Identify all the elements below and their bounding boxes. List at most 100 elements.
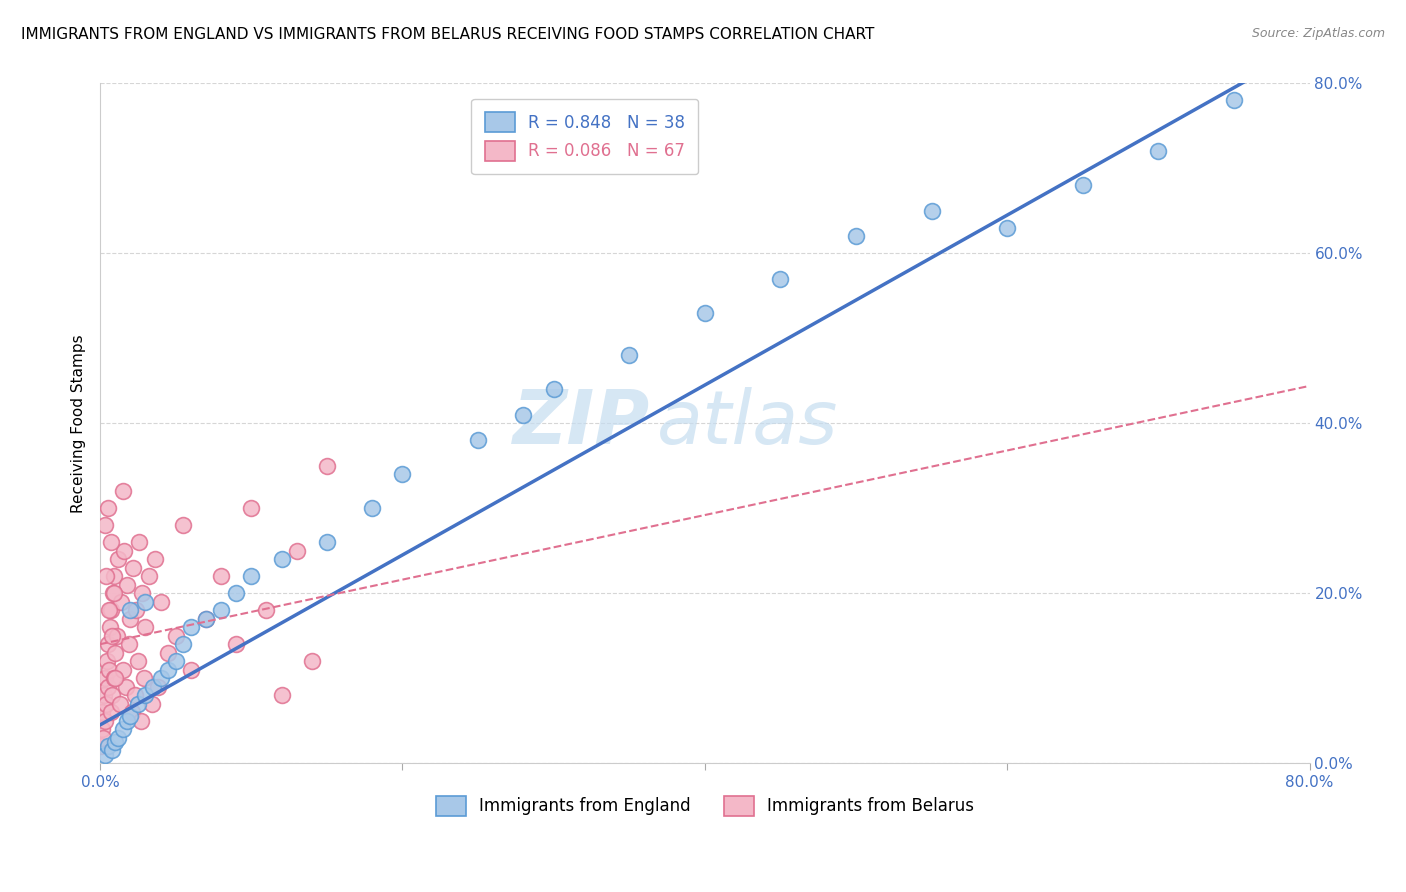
Point <box>132 671 155 685</box>
Point <box>97 637 120 651</box>
Point <box>101 629 124 643</box>
Point <box>96 569 118 583</box>
Point <box>110 595 132 609</box>
Point <box>98 620 121 634</box>
Point <box>100 535 122 549</box>
Point <box>225 637 247 651</box>
Point <box>93 518 115 533</box>
Point <box>111 722 134 736</box>
Point <box>157 663 180 677</box>
Point <box>91 705 114 719</box>
Point <box>143 552 166 566</box>
Point <box>512 408 534 422</box>
Point <box>921 203 943 218</box>
Point <box>165 629 187 643</box>
Point <box>134 620 156 634</box>
Point <box>93 688 115 702</box>
Point <box>769 272 792 286</box>
Point <box>1071 178 1094 193</box>
Point <box>146 680 169 694</box>
Point <box>120 603 142 617</box>
Point <box>129 714 152 728</box>
Point <box>301 654 323 668</box>
Point <box>100 705 122 719</box>
Point <box>270 552 292 566</box>
Point <box>149 595 172 609</box>
Legend: Immigrants from England, Immigrants from Belarus: Immigrants from England, Immigrants from… <box>429 789 981 822</box>
Point <box>120 612 142 626</box>
Point <box>1223 94 1246 108</box>
Point <box>180 663 202 677</box>
Point <box>98 603 121 617</box>
Text: ZIP: ZIP <box>513 387 651 459</box>
Point <box>543 382 565 396</box>
Point <box>619 348 641 362</box>
Point <box>1147 145 1170 159</box>
Point <box>209 603 232 617</box>
Point <box>142 680 165 694</box>
Point <box>93 747 115 762</box>
Point <box>225 586 247 600</box>
Point <box>118 637 141 651</box>
Point <box>101 688 124 702</box>
Point <box>97 501 120 516</box>
Point <box>172 518 194 533</box>
Point <box>315 535 337 549</box>
Point <box>111 484 134 499</box>
Point <box>108 697 131 711</box>
Point <box>128 535 150 549</box>
Point <box>111 663 134 677</box>
Point <box>97 680 120 694</box>
Point <box>120 709 142 723</box>
Point <box>134 688 156 702</box>
Point <box>105 629 128 643</box>
Point <box>693 306 716 320</box>
Point <box>117 578 139 592</box>
Point <box>254 603 277 617</box>
Point <box>995 220 1018 235</box>
Point <box>103 569 125 583</box>
Point <box>125 603 148 617</box>
Point <box>94 671 117 685</box>
Point <box>209 569 232 583</box>
Point <box>194 612 217 626</box>
Point <box>149 671 172 685</box>
Point <box>391 467 413 482</box>
Point <box>90 722 112 736</box>
Point <box>127 697 149 711</box>
Text: atlas: atlas <box>657 387 838 459</box>
Point <box>845 229 868 244</box>
Point <box>172 637 194 651</box>
Point <box>157 646 180 660</box>
Point <box>127 654 149 668</box>
Point <box>138 569 160 583</box>
Point <box>104 735 127 749</box>
Point <box>240 501 263 516</box>
Point <box>165 654 187 668</box>
Point <box>315 458 337 473</box>
Point <box>104 646 127 660</box>
Point <box>107 731 129 745</box>
Point <box>270 688 292 702</box>
Point <box>141 697 163 711</box>
Point <box>96 697 118 711</box>
Point <box>91 731 114 745</box>
Point <box>96 654 118 668</box>
Point <box>93 714 115 728</box>
Point <box>361 501 384 516</box>
Point <box>101 743 124 757</box>
Text: IMMIGRANTS FROM ENGLAND VS IMMIGRANTS FROM BELARUS RECEIVING FOOD STAMPS CORRELA: IMMIGRANTS FROM ENGLAND VS IMMIGRANTS FR… <box>21 27 875 42</box>
Point <box>285 543 308 558</box>
Y-axis label: Receiving Food Stamps: Receiving Food Stamps <box>72 334 86 513</box>
Point <box>103 671 125 685</box>
Point <box>131 586 153 600</box>
Point <box>122 560 145 574</box>
Text: Source: ZipAtlas.com: Source: ZipAtlas.com <box>1251 27 1385 40</box>
Point <box>117 714 139 728</box>
Point <box>112 543 135 558</box>
Point <box>121 705 143 719</box>
Point <box>124 688 146 702</box>
Point <box>467 434 489 448</box>
Point <box>97 739 120 753</box>
Point <box>194 612 217 626</box>
